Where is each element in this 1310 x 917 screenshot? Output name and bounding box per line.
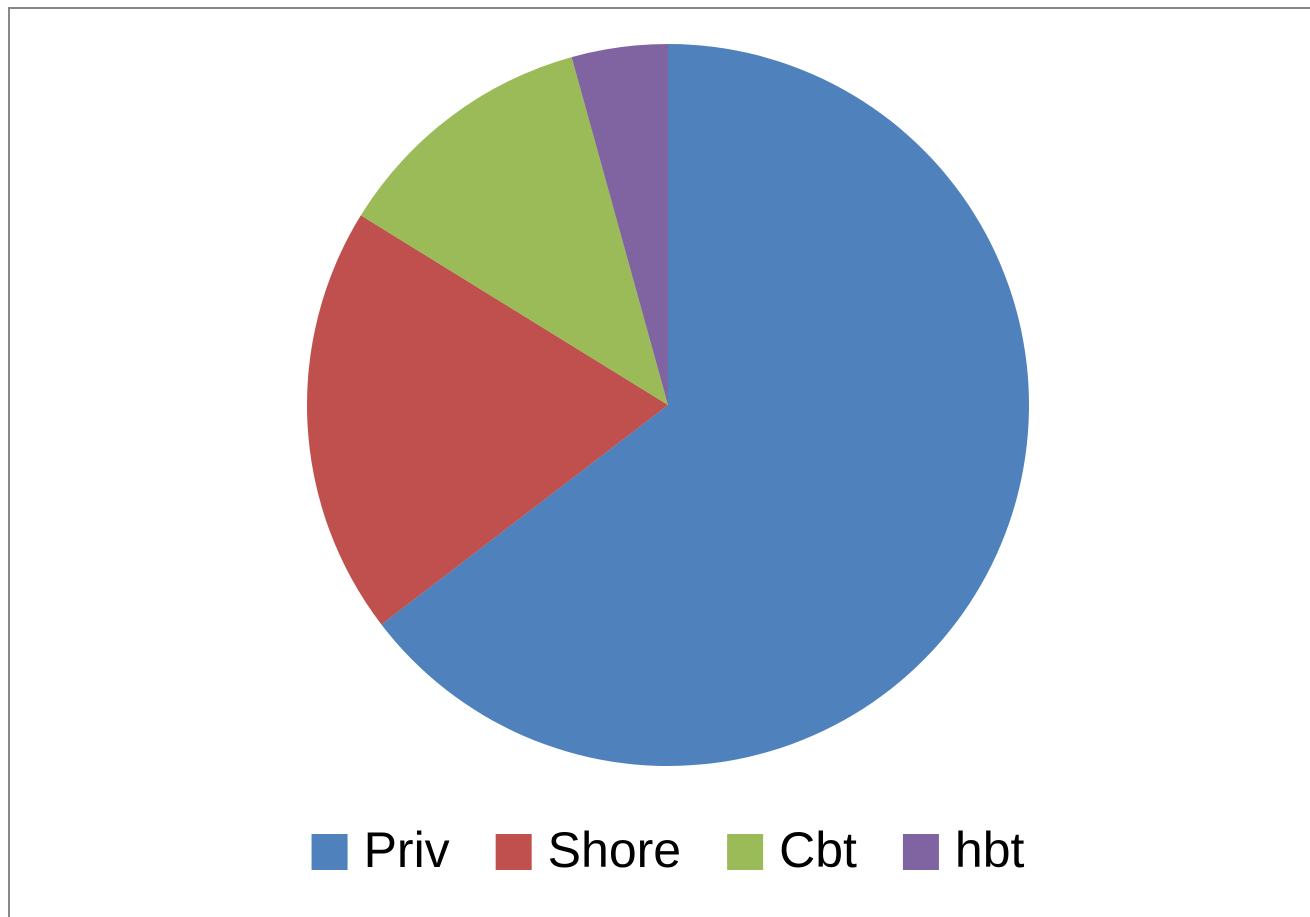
legend-swatch bbox=[727, 834, 764, 870]
legend-swatch bbox=[311, 834, 348, 870]
legend-swatch bbox=[902, 834, 939, 870]
legend-label: Cbt bbox=[779, 822, 857, 878]
pie-slice bbox=[306, 215, 668, 625]
legend-label: Shore bbox=[548, 822, 681, 878]
legend-swatch bbox=[495, 834, 532, 870]
legend-label: hbt bbox=[955, 822, 1025, 878]
legend-label: Priv bbox=[364, 822, 450, 878]
pie-slice bbox=[360, 57, 668, 405]
pie-slice bbox=[571, 44, 668, 405]
pie-slice bbox=[381, 44, 1029, 766]
